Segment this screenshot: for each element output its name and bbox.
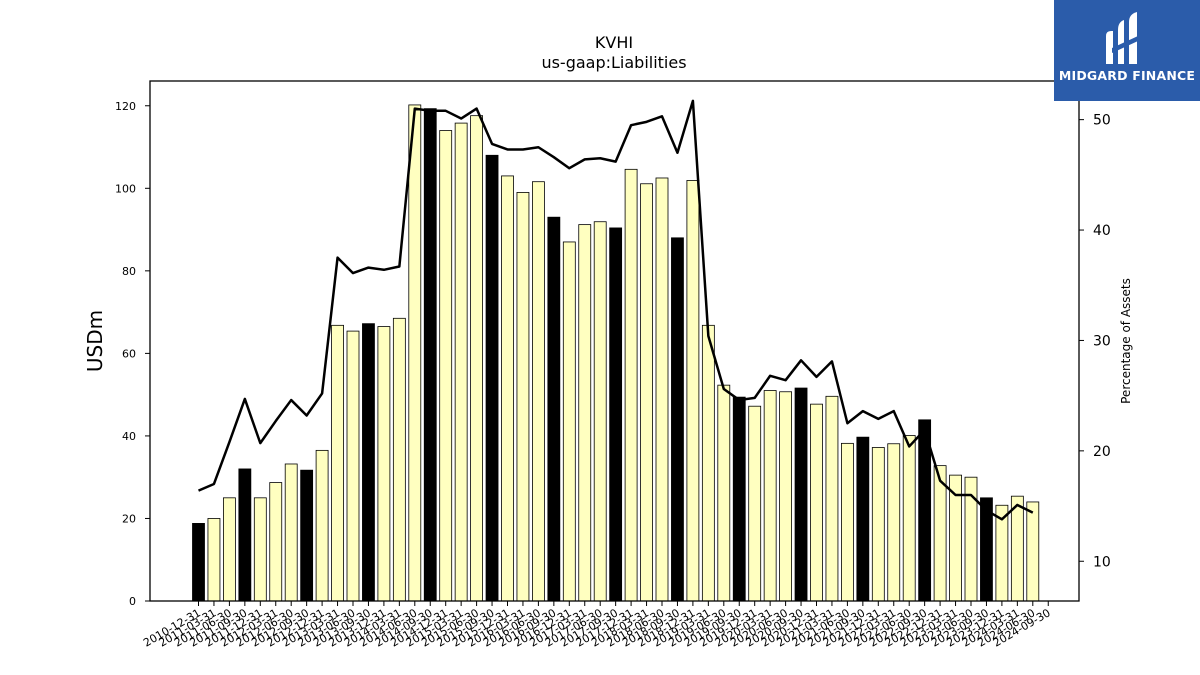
plot-frame bbox=[149, 80, 1080, 602]
bar-2012-12-31 bbox=[315, 449, 329, 602]
bar-2021-06-30 bbox=[841, 442, 854, 602]
bar-2016-09-30 bbox=[547, 216, 561, 602]
chart-title: KVHI bbox=[595, 33, 633, 52]
bar-2017-12-31 bbox=[624, 168, 638, 602]
bar-2018-09-30 bbox=[671, 237, 684, 602]
bar-2012-06-30 bbox=[284, 463, 298, 602]
y2-tick-label: 20 bbox=[1093, 444, 1111, 460]
bar-2019-12-31 bbox=[748, 405, 762, 602]
bar-2011-09-30 bbox=[238, 468, 252, 602]
midgard-finance-logo: MIDGARD FINANCE bbox=[1054, 0, 1200, 101]
bar-2021-09-30 bbox=[856, 436, 870, 602]
bar-2018-03-31 bbox=[640, 183, 653, 602]
percentage-line bbox=[198, 99, 1034, 521]
y-tick-label: 0 bbox=[129, 595, 136, 608]
bar-2020-12-31 bbox=[810, 403, 823, 602]
bar-2016-03-31 bbox=[516, 192, 530, 602]
y2-tick-label: 40 bbox=[1093, 223, 1111, 239]
bar-2024-06-30 bbox=[1026, 501, 1040, 602]
y2-axis-ticks: 10 20 30 40 50 bbox=[1079, 113, 1111, 570]
bar-2018-12-31 bbox=[686, 180, 700, 602]
y-tick-label: 60 bbox=[122, 347, 136, 360]
bar-2013-06-30 bbox=[346, 330, 360, 602]
bar-2020-09-30 bbox=[794, 387, 808, 602]
bar-2020-03-31 bbox=[763, 390, 777, 602]
bar-2017-06-30 bbox=[593, 221, 607, 602]
y-tick-label: 100 bbox=[115, 182, 136, 195]
y2-tick-label: 30 bbox=[1093, 333, 1111, 349]
bar-2019-03-31 bbox=[701, 324, 715, 602]
chart-subtitle: us-gaap:Liabilities bbox=[541, 53, 686, 72]
y-tick-label: 20 bbox=[122, 512, 136, 525]
y2-tick-label: 10 bbox=[1093, 554, 1111, 570]
bar-2022-06-30 bbox=[902, 435, 916, 602]
bar-2019-06-30 bbox=[717, 384, 731, 602]
bar-2017-03-31 bbox=[578, 224, 592, 602]
x-axis-ticks: 2010-12-312011-03-312011-06-302011-09-30… bbox=[141, 601, 1053, 650]
y-tick-label: 40 bbox=[122, 430, 136, 443]
bar-2021-12-31 bbox=[871, 447, 885, 602]
y2-tick-label: 50 bbox=[1093, 113, 1111, 129]
bar-2014-03-31 bbox=[392, 317, 406, 602]
bar-2015-12-31 bbox=[501, 175, 514, 602]
bar-2014-12-31 bbox=[439, 130, 453, 602]
bar-2014-09-30 bbox=[423, 108, 437, 602]
bar-2013-09-30 bbox=[362, 323, 375, 602]
y-tick-label: 120 bbox=[115, 100, 136, 113]
bar-2020-06-30 bbox=[779, 391, 792, 602]
bar-2016-06-30 bbox=[532, 181, 545, 602]
bar-2012-09-30 bbox=[300, 469, 314, 602]
logo-mark-icon bbox=[1106, 12, 1138, 64]
bar-2021-03-31 bbox=[825, 395, 839, 602]
bar-2013-12-31 bbox=[377, 326, 391, 602]
bar-2014-06-30 bbox=[408, 104, 422, 602]
bar-2015-09-30 bbox=[485, 154, 499, 602]
bar-series bbox=[192, 104, 1040, 602]
bar-2015-06-30 bbox=[470, 115, 484, 602]
bar-2011-06-30 bbox=[222, 497, 236, 602]
bar-2010-12-31 bbox=[192, 523, 205, 602]
y-tick-label: 80 bbox=[122, 265, 136, 278]
bar-2017-09-30 bbox=[609, 227, 623, 602]
bar-2015-03-31 bbox=[454, 122, 468, 602]
bar-2019-09-30 bbox=[732, 396, 746, 602]
bar-2011-03-31 bbox=[207, 518, 221, 602]
bar-2022-03-31 bbox=[887, 443, 901, 602]
y-axis-label: USDm bbox=[83, 310, 107, 372]
bar-2012-03-31 bbox=[269, 482, 283, 602]
bar-2013-03-31 bbox=[331, 324, 344, 602]
y-axis-ticks: 0 20 40 60 80 100 120 bbox=[115, 100, 150, 608]
y2-axis-label: Percentage of Assets bbox=[1119, 278, 1133, 404]
bar-2018-06-30 bbox=[655, 177, 669, 602]
bar-2024-03-31 bbox=[1010, 495, 1024, 602]
bar-2016-12-31 bbox=[562, 241, 576, 602]
logo-text: MIDGARD FINANCE bbox=[1058, 68, 1196, 83]
bar-2011-12-31 bbox=[253, 497, 267, 602]
